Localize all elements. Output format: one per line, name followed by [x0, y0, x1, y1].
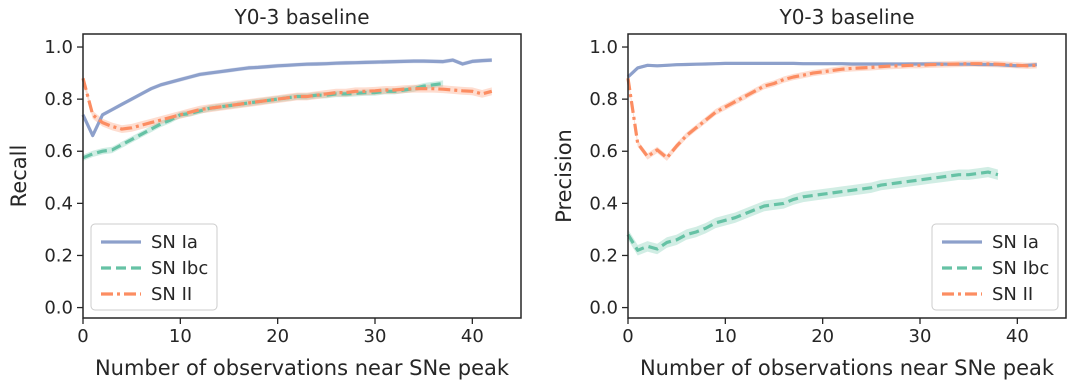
x-tick-label: 30 [909, 326, 932, 347]
legend-box [931, 223, 1059, 311]
legend: SN Ia SN Ibc SN II [931, 223, 1059, 311]
series-line-sn-ii [626, 62, 1037, 160]
series-line-sn-ibc [82, 81, 444, 160]
x-axis-label: Number of observations near SNe peak [640, 356, 1055, 380]
chart-panel-1: 0 10 20 30 40 0.0 0.2 0.4 0.6 0.8 1.0 Y0-3 baseline… [7, 5, 522, 380]
legend-box [90, 223, 218, 311]
series-band-sn-ii [83, 74, 492, 133]
x-tick-label: 40 [461, 326, 484, 347]
series-line-sn-ia [81, 58, 492, 138]
x-tick-label: 0 [622, 326, 633, 347]
legend-label: SN Ia [151, 232, 198, 253]
x-tick-label: 0 [77, 326, 88, 347]
x-tick-label: 10 [714, 326, 737, 347]
chart-title: Y0-3 baseline [778, 5, 914, 29]
legend-label: SN II [151, 284, 192, 305]
x-tick-label: 30 [364, 326, 387, 347]
y-tick-label: 0.8 [589, 89, 618, 110]
legend-label: SN Ibc [992, 258, 1049, 279]
y-tick-label: 0.8 [44, 89, 73, 110]
legend-label: SN Ia [992, 232, 1039, 253]
y-tick-label: 0.0 [589, 298, 618, 319]
x-axis-label: Number of observations near SNe peak [95, 356, 510, 380]
plot-frame [82, 33, 522, 319]
x-tick-label: 20 [266, 326, 289, 347]
y-tick-label: 1.0 [589, 37, 618, 58]
y-axis-label: Recall [7, 145, 31, 208]
x-tick-label: 40 [1006, 326, 1029, 347]
series-line-sn-ii [81, 77, 493, 131]
x-tick-label: 20 [811, 326, 834, 347]
y-tick-label: 0.6 [44, 141, 73, 162]
x-tick-label: 10 [169, 326, 192, 347]
y-axis-label: Precision [552, 129, 576, 223]
y-tick-label: 0.2 [44, 245, 73, 266]
y-tick-label: 0.2 [589, 245, 618, 266]
series-band-sn-ii [628, 60, 1037, 161]
y-tick-label: 0.6 [589, 141, 618, 162]
chart-panel-2: 0 10 20 30 40 0.0 0.2 0.4 0.6 0.8 1.0 Y0-3 baseline… [552, 5, 1067, 380]
legend-label: SN II [992, 284, 1033, 305]
legend-label: SN Ibc [151, 258, 208, 279]
y-tick-label: 0.4 [44, 193, 73, 214]
legend: SN Ia SN Ibc SN II [90, 223, 218, 311]
chart-title: Y0-3 baseline [233, 5, 369, 29]
y-tick-label: 1.0 [44, 37, 73, 58]
series-line-sn-ibc [626, 170, 999, 252]
y-tick-label: 0.4 [589, 193, 618, 214]
series-line-sn-ia [626, 61, 1037, 79]
y-tick-label: 0.0 [44, 298, 73, 319]
plot-frame [627, 33, 1067, 319]
